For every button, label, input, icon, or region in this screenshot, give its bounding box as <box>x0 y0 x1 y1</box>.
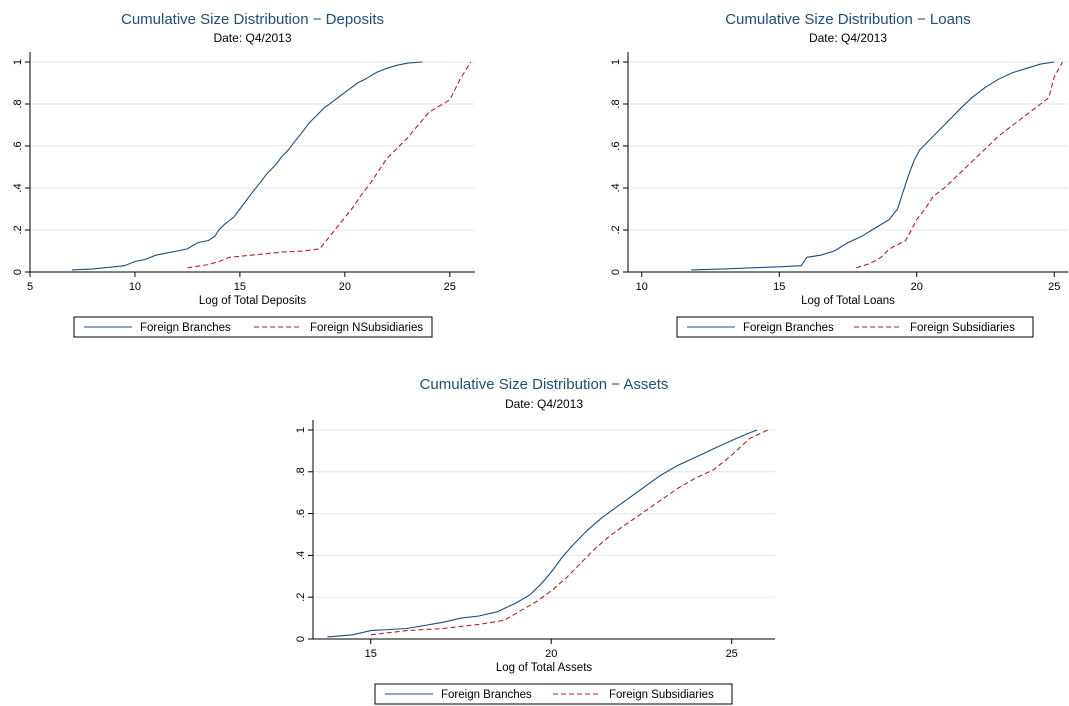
chart-title: Cumulative Size Distribution − Loans <box>725 11 971 28</box>
y-tick-label: .4 <box>295 551 307 560</box>
legend-label: Foreign NSubsidiaries <box>310 322 423 334</box>
y-tick-label: 1 <box>610 59 622 65</box>
x-tick-label: 20 <box>545 648 557 660</box>
x-tick-label: 15 <box>773 281 785 293</box>
y-tick-label: .2 <box>12 225 24 234</box>
legend-label: Foreign Subsidiaries <box>910 322 1015 334</box>
x-tick-label: 15 <box>234 281 246 293</box>
y-tick-label: .6 <box>610 141 622 150</box>
y-tick-label: 1 <box>295 427 307 433</box>
chart-title: Cumulative Size Distribution − Deposits <box>121 11 384 28</box>
x-axis-label: Log of Total Loans <box>801 295 895 307</box>
y-tick-label: .6 <box>12 141 24 150</box>
legend-label: Foreign Branches <box>140 322 231 334</box>
x-tick-label: 10 <box>636 281 648 293</box>
legend <box>73 316 433 338</box>
chart-subtitle: Date: Q4/2013 <box>809 31 887 45</box>
y-tick-label: 1 <box>12 59 24 65</box>
y-tick-label: 0 <box>295 636 307 642</box>
chart-subtitle: Date: Q4/2013 <box>505 397 583 411</box>
legend-label: Foreign Branches <box>441 689 532 701</box>
y-tick-label: .2 <box>610 225 622 234</box>
series-line-foreign-branches <box>327 429 758 638</box>
x-tick-label: 5 <box>27 281 33 293</box>
series-line-foreign-subsidiaries <box>187 61 472 269</box>
y-tick-label: .2 <box>295 593 307 602</box>
x-tick-label: 10 <box>129 281 141 293</box>
x-axis-label: Log of Total Deposits <box>199 295 306 307</box>
chart-assets: Cumulative Size Distribution − Assets Dat… <box>295 376 775 705</box>
x-tick-label: 25 <box>726 648 738 660</box>
y-tick-label: .4 <box>610 183 622 192</box>
x-tick-label: 15 <box>365 648 377 660</box>
chart-loans: Cumulative Size Distribution − Loans Date… <box>610 11 1068 338</box>
x-tick-label: 20 <box>911 281 923 293</box>
x-axis-label: Log of Total Assets <box>496 662 593 674</box>
x-tick-label: 25 <box>444 281 456 293</box>
chart-deposits: Cumulative Size Distribution − Deposits D… <box>12 11 475 338</box>
y-tick-label: .4 <box>12 183 24 192</box>
y-tick-label: .8 <box>12 99 24 108</box>
y-tick-label: 0 <box>12 269 24 275</box>
series-line-foreign-subsidiaries <box>370 429 769 636</box>
y-tick-label: .6 <box>295 509 307 518</box>
x-tick-label: 20 <box>339 281 351 293</box>
series-line-foreign-subsidiaries <box>856 61 1063 269</box>
legend-label: Foreign Subsidiaries <box>609 689 714 701</box>
series-line-foreign-branches <box>691 61 1055 271</box>
x-tick-label: 25 <box>1048 281 1060 293</box>
series-line-foreign-branches <box>71 61 423 271</box>
chart-title: Cumulative Size Distribution − Assets <box>420 376 669 393</box>
chart-subtitle: Date: Q4/2013 <box>213 31 291 45</box>
y-tick-label: .8 <box>295 467 307 476</box>
y-tick-label: 0 <box>610 269 622 275</box>
y-tick-label: .8 <box>610 99 622 108</box>
legend-label: Foreign Branches <box>743 322 834 334</box>
